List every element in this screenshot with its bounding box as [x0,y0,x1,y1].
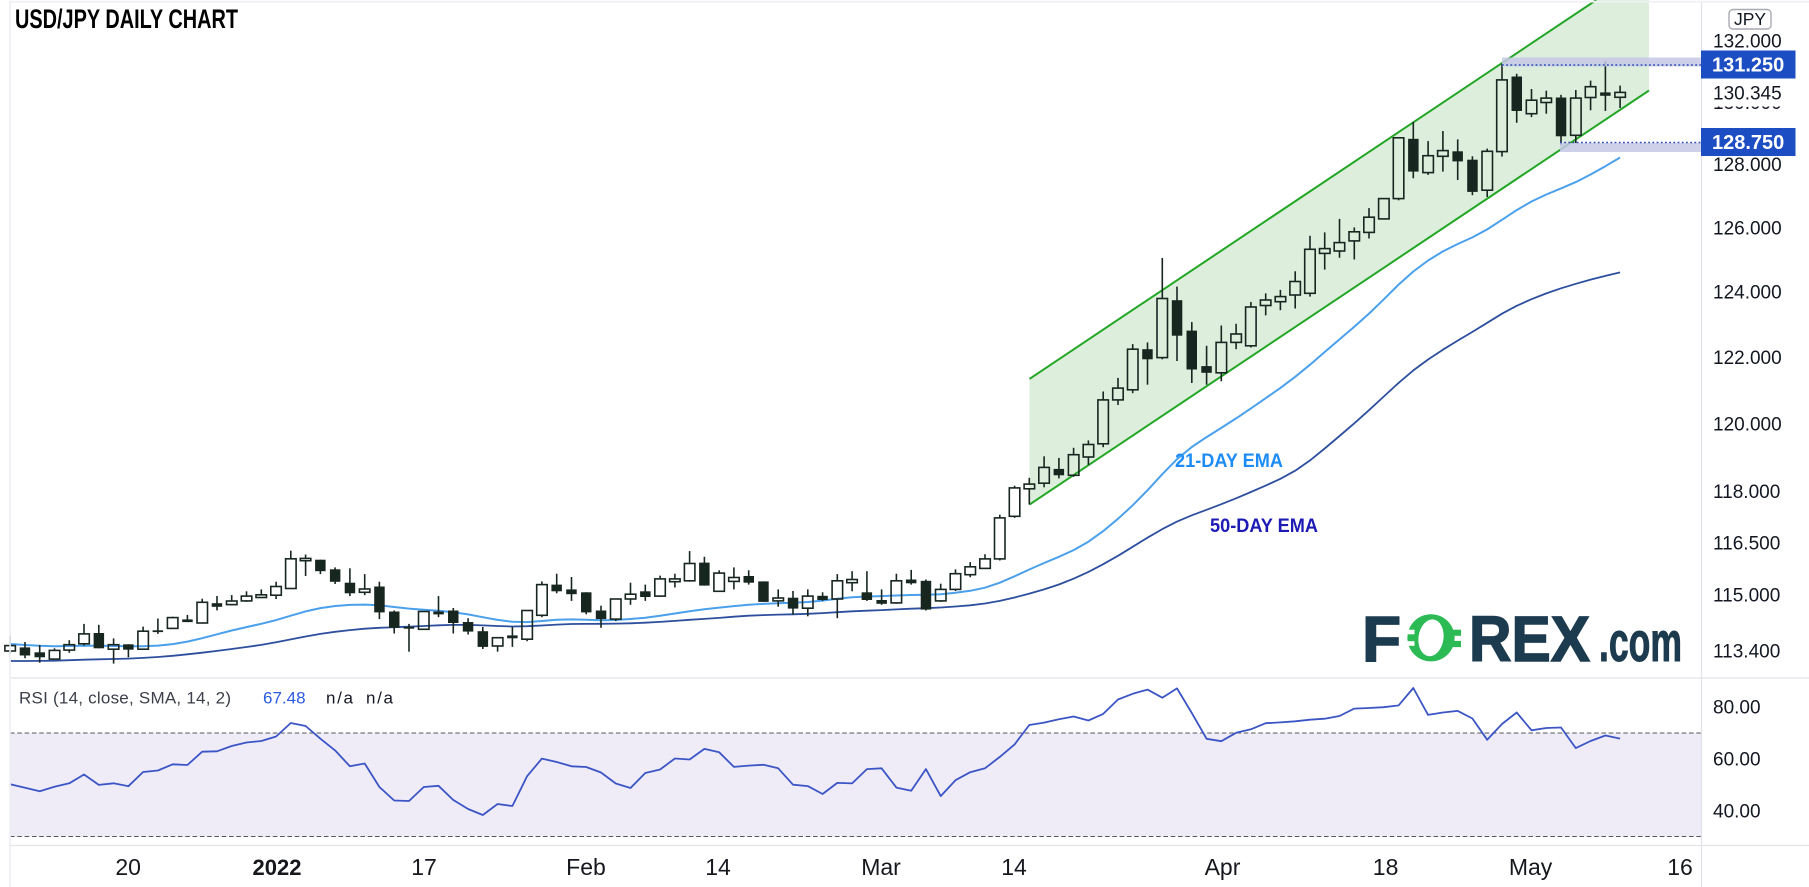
svg-text:n/a: n/a [366,689,394,708]
svg-text:122.000: 122.000 [1713,348,1782,369]
svg-text:n/a: n/a [326,689,354,708]
svg-text:131.250: 131.250 [1712,55,1784,77]
svg-text:132.000: 132.000 [1713,32,1782,53]
svg-text:17: 17 [411,854,437,880]
svg-text:60.00: 60.00 [1713,750,1761,771]
svg-text:124.000: 124.000 [1713,283,1782,304]
svg-text:130.345: 130.345 [1713,84,1782,105]
svg-text:80.00: 80.00 [1713,697,1761,718]
svg-text:116.500: 116.500 [1713,533,1780,554]
svg-text:18: 18 [1373,854,1399,880]
svg-text:126.000: 126.000 [1713,218,1782,239]
svg-text:May: May [1509,854,1553,880]
svg-text:Mar: Mar [861,854,901,880]
svg-text:40.00: 40.00 [1713,802,1761,823]
svg-text:50-DAY EMA: 50-DAY EMA [1210,516,1318,537]
svg-text:16: 16 [1667,854,1693,880]
svg-text:.com: .com [1599,610,1682,673]
svg-text:Feb: Feb [566,854,606,880]
svg-text:113.400: 113.400 [1713,642,1780,663]
svg-text:20: 20 [115,854,141,880]
svg-text:RSI (14, close, SMA, 14, 2): RSI (14, close, SMA, 14, 2) [19,689,231,708]
svg-text:128.000: 128.000 [1713,155,1782,176]
svg-text:115.000: 115.000 [1713,585,1780,606]
svg-text:JPY: JPY [1734,9,1766,29]
svg-text:120.000: 120.000 [1713,414,1782,435]
svg-text:14: 14 [1001,854,1027,880]
svg-text:128.750: 128.750 [1712,132,1784,154]
svg-text:14: 14 [705,854,731,880]
svg-text:REX: REX [1469,603,1590,675]
svg-text:Apr: Apr [1205,854,1241,880]
svg-text:21-DAY EMA: 21-DAY EMA [1175,451,1283,472]
svg-text:67.48: 67.48 [263,689,306,708]
svg-text:F: F [1362,603,1401,675]
svg-text:118.000: 118.000 [1713,482,1780,503]
svg-text:USD/JPY DAILY CHART: USD/JPY DAILY CHART [15,4,238,34]
svg-text:2022: 2022 [253,855,302,880]
